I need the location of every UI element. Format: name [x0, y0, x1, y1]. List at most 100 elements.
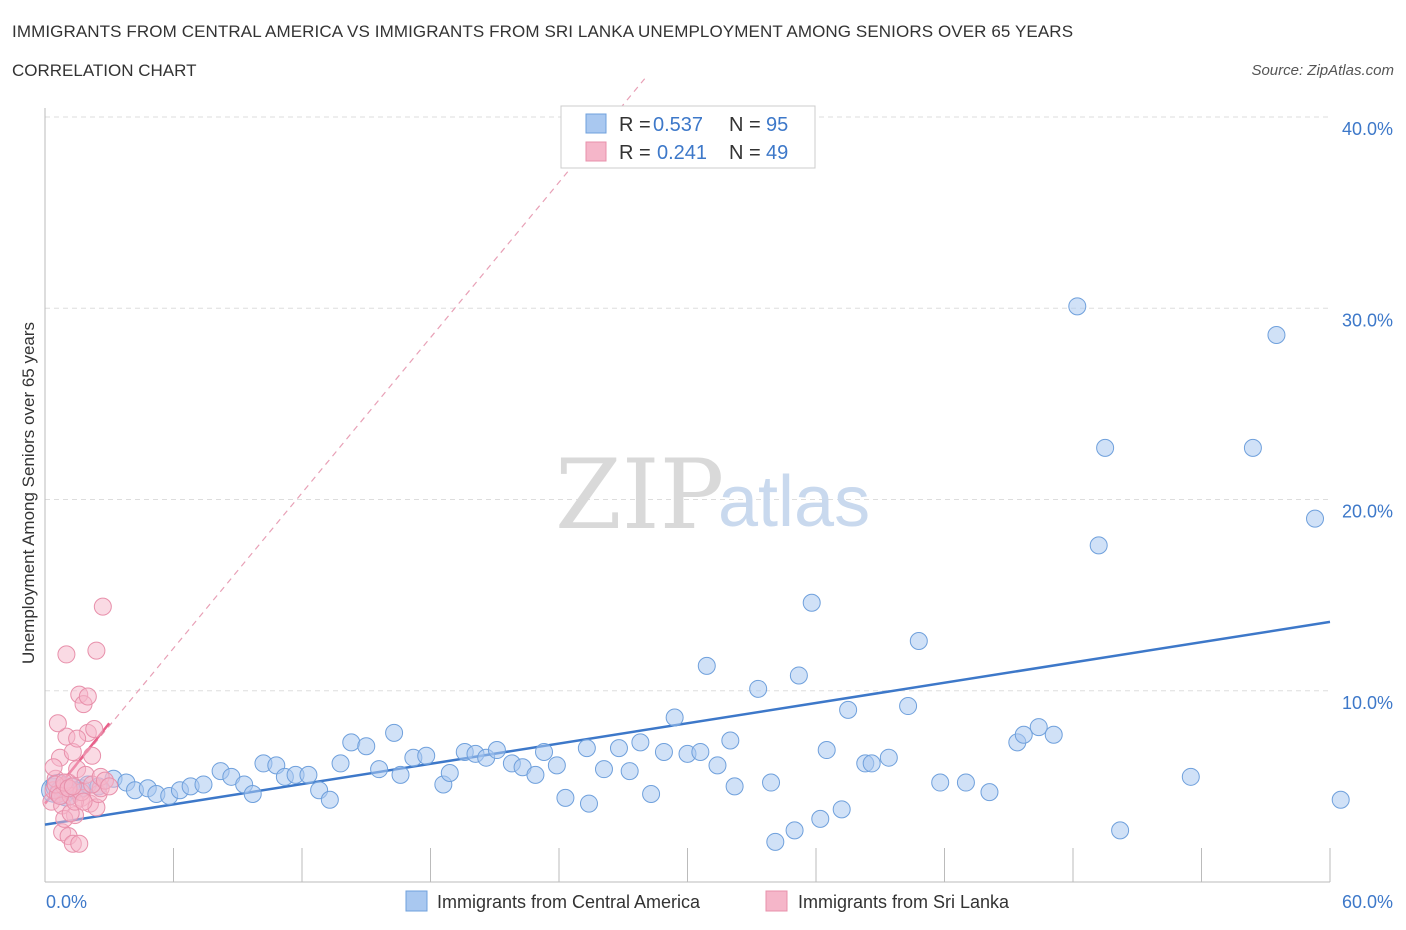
point-central-america	[487, 741, 506, 760]
y-tick-label-1: 20.0%	[1342, 502, 1393, 522]
legend-n-value-blue: 95	[766, 114, 788, 136]
trend-line-sri-lanka-extended	[44, 78, 646, 804]
point-central-america	[789, 666, 808, 685]
point-sri-lanka	[44, 758, 63, 777]
point-central-america	[620, 762, 639, 781]
point-sri-lanka	[48, 714, 67, 733]
point-central-america	[1306, 509, 1325, 528]
legend-n-label-pink: N =	[729, 142, 761, 164]
point-central-america	[357, 737, 376, 756]
series-legend-swatch-pink	[765, 890, 788, 912]
point-central-america	[370, 760, 389, 779]
trend-line-central-america	[44, 620, 1331, 826]
point-central-america	[1096, 438, 1115, 457]
point-central-america	[1267, 326, 1286, 345]
point-central-america	[862, 754, 881, 773]
point-central-america	[1029, 718, 1048, 737]
point-central-america	[1111, 821, 1130, 840]
correlation-legend: R = 0.537 N = 95 R = 0.241 N = 49	[560, 105, 816, 169]
point-central-america	[817, 741, 836, 760]
series-legend-label-blue: Immigrants from Central America	[437, 892, 701, 912]
point-central-america	[642, 785, 661, 804]
point-central-america	[385, 723, 404, 742]
legend-r-value-pink: 0.241	[657, 142, 707, 164]
legend-swatch-blue	[585, 113, 607, 134]
point-central-america	[1089, 536, 1108, 555]
point-central-america	[811, 809, 830, 828]
legend-r-label-blue: R =	[619, 114, 651, 136]
series-central-america	[41, 297, 1350, 851]
x-tick-label-min: 0.0%	[46, 892, 87, 912]
point-sri-lanka	[87, 641, 106, 660]
point-central-america	[802, 593, 821, 612]
point-central-america	[766, 832, 785, 851]
point-central-america	[708, 756, 727, 775]
point-central-america	[785, 821, 804, 840]
gridlines	[45, 116, 1330, 692]
point-central-america	[577, 739, 596, 758]
y-tick-label-2: 30.0%	[1342, 310, 1393, 330]
point-central-america	[697, 656, 716, 675]
y-tick-label-0: 10.0%	[1342, 693, 1393, 713]
point-central-america	[594, 760, 613, 779]
point-central-america	[342, 733, 361, 752]
point-central-america	[194, 775, 213, 794]
point-sri-lanka	[57, 645, 76, 664]
point-central-america	[526, 765, 545, 784]
point-central-america	[832, 800, 851, 819]
point-central-america	[243, 785, 262, 804]
point-central-america	[899, 697, 918, 716]
series-sri-lanka	[42, 597, 119, 853]
legend-r-value-blue: 0.537	[653, 114, 703, 136]
series-legend: Immigrants from Central America Immigran…	[405, 890, 1010, 912]
point-central-america	[331, 754, 350, 773]
chart-subtitle: CORRELATION CHART	[12, 61, 197, 80]
point-central-america	[1243, 438, 1262, 457]
point-sri-lanka	[78, 687, 97, 706]
point-central-america	[417, 746, 436, 765]
point-central-america	[956, 773, 975, 792]
point-central-america	[980, 783, 999, 802]
point-sri-lanka	[85, 720, 104, 738]
point-sri-lanka	[83, 746, 102, 765]
point-central-america	[547, 756, 566, 775]
point-central-america	[299, 765, 318, 784]
series-legend-swatch-blue	[405, 890, 428, 912]
source-label: Source: ZipAtlas.com	[1251, 62, 1394, 79]
point-sri-lanka	[100, 777, 119, 796]
point-central-america	[1044, 725, 1063, 744]
point-central-america	[725, 777, 744, 796]
watermark-atlas: atlas	[718, 462, 870, 542]
series-legend-label-pink: Immigrants from Sri Lanka	[798, 892, 1010, 912]
point-central-america	[1014, 725, 1033, 744]
point-sri-lanka	[74, 792, 93, 811]
point-central-america	[320, 790, 339, 809]
legend-n-value-pink: 49	[766, 142, 788, 164]
point-central-america	[879, 748, 898, 767]
point-sri-lanka	[68, 729, 87, 748]
legend-r-label-pink: R =	[619, 142, 651, 164]
point-central-america	[721, 731, 740, 750]
watermark-zip: ZIP	[555, 439, 724, 551]
point-central-america	[691, 742, 710, 761]
point-central-america	[556, 788, 575, 807]
legend-swatch-pink	[585, 141, 607, 162]
point-central-america	[1068, 297, 1087, 316]
point-central-america	[1331, 790, 1350, 809]
point-central-america	[931, 773, 950, 792]
point-central-america	[654, 742, 673, 761]
point-central-america	[579, 794, 598, 813]
point-central-america	[609, 739, 628, 758]
point-central-america	[909, 632, 928, 651]
y-tick-label-3: 40.0%	[1342, 119, 1393, 139]
chart-title: IMMIGRANTS FROM CENTRAL AMERICA VS IMMIG…	[12, 22, 1074, 41]
point-central-america	[535, 742, 554, 761]
point-central-america	[762, 773, 781, 792]
point-sri-lanka	[63, 777, 82, 796]
y-axis-tick-labels: 10.0% 20.0% 30.0% 40.0%	[1342, 119, 1393, 713]
x-axis-ticks	[44, 848, 1331, 882]
point-central-america	[631, 733, 650, 752]
point-central-america	[749, 679, 768, 698]
point-sri-lanka	[93, 597, 112, 616]
